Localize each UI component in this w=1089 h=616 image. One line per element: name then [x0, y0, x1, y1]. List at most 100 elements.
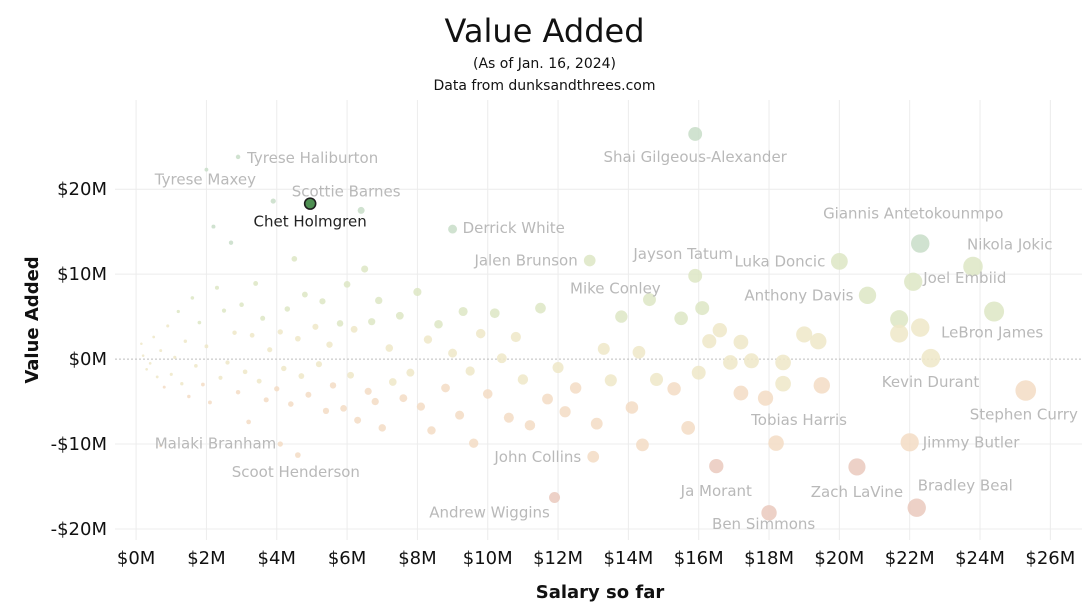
label-chet-holmgren: Chet Holmgren [254, 213, 367, 231]
data-point [510, 331, 521, 343]
data-point [301, 291, 308, 298]
data-point [211, 224, 216, 229]
label-tobias-harris: Tobias Harris [750, 411, 847, 429]
data-point [347, 371, 354, 379]
label-mike-conley: Mike Conley [570, 280, 661, 298]
data-point [649, 372, 664, 386]
data-point [294, 335, 301, 342]
y-axis-label: Value Added [22, 256, 43, 383]
data-point [256, 378, 262, 384]
point-nikola-jokic [963, 256, 983, 277]
chart-subtitle: (As of Jan. 16, 2024) [472, 56, 616, 72]
point-ja-morant [709, 458, 724, 474]
data-point [388, 378, 397, 386]
data-point [291, 256, 298, 262]
x-tick-label: $10M [463, 548, 513, 569]
data-point [267, 347, 273, 353]
data-point [298, 373, 305, 379]
data-point [496, 353, 507, 364]
data-point [681, 421, 696, 435]
data-point [552, 362, 564, 374]
data-point [723, 355, 738, 370]
data-point [183, 339, 188, 343]
data-point [159, 349, 163, 353]
point-kevin-durant [921, 348, 941, 368]
data-point [796, 326, 813, 343]
label-malaki-branham: Malaki Branham [155, 435, 277, 453]
data-point [535, 302, 546, 314]
point-derrick-white [448, 224, 458, 234]
point-jimmy-butler [900, 433, 919, 452]
data-point [221, 308, 227, 313]
point-stephen-curry [1015, 380, 1037, 401]
point-mike-conley [615, 310, 628, 323]
data-point [350, 325, 358, 333]
data-point [395, 311, 404, 320]
label-jalen-brunson: Jalen Brunson [473, 252, 577, 270]
data-point [201, 382, 205, 387]
data-point [569, 382, 582, 394]
y-tick-label: -$10M [51, 434, 107, 455]
data-point [155, 375, 159, 379]
data-point [169, 372, 173, 376]
label-derrick-white: Derrick White [463, 219, 565, 237]
point-jalen-brunson [583, 254, 596, 267]
chart-source: Data from dunksandthrees.com [433, 78, 656, 94]
data-point [232, 330, 237, 335]
data-point [326, 341, 333, 348]
point-jayson-tatum [688, 268, 703, 283]
data-point [141, 354, 145, 357]
data-point [218, 375, 223, 380]
data-point [702, 334, 717, 349]
data-point [399, 394, 408, 403]
data-point [695, 301, 710, 316]
x-tick-label: $8M [398, 548, 436, 569]
data-point [517, 374, 529, 385]
data-point [559, 406, 571, 418]
data-point [249, 332, 255, 338]
point-giannis-antetokounmpo [911, 234, 930, 253]
data-point [489, 308, 500, 319]
point-joel-embiid [904, 272, 923, 291]
data-point [207, 400, 212, 405]
x-tick-label: $22M [885, 548, 935, 569]
data-point [214, 285, 220, 290]
label-jimmy-butler: Jimmy Butler [922, 433, 1021, 451]
label-stephen-curry: Stephen Curry [970, 406, 1078, 424]
data-point [632, 345, 646, 359]
label-luka-doncic: Luka Doncic [734, 252, 825, 270]
data-point [162, 385, 166, 389]
data-point [235, 389, 241, 395]
label-ben-simmons: Ben Simmons [712, 515, 815, 533]
data-point [643, 293, 656, 307]
data-point [482, 389, 493, 399]
x-axis-label: Salary so far [536, 582, 665, 603]
point-chet-holmgren [303, 197, 317, 210]
data-point [180, 382, 184, 386]
data-point [712, 323, 727, 338]
point-luka-doncic [830, 252, 848, 270]
data-point [263, 397, 269, 403]
label-kevin-durant: Kevin Durant [882, 373, 980, 391]
y-tick-label: $0M [69, 349, 107, 370]
data-point [239, 302, 244, 307]
data-point [890, 324, 909, 343]
x-tick-label: $16M [674, 548, 724, 569]
data-point [674, 311, 688, 326]
point-zach-lavine [848, 458, 866, 476]
data-point [354, 416, 362, 424]
data-point [277, 329, 283, 335]
label-john-collins: John Collins [493, 448, 581, 466]
data-point [911, 318, 930, 337]
data-point [448, 348, 458, 358]
data-point [733, 334, 749, 350]
data-point [281, 365, 287, 372]
x-tick-label: $26M [1025, 548, 1075, 569]
data-point [371, 397, 379, 406]
data-point [194, 364, 198, 368]
data-point [775, 354, 791, 371]
label-anthony-davis: Anthony Davis [744, 286, 853, 304]
data-point [145, 367, 148, 371]
point-tyrese-maxey [204, 167, 209, 172]
